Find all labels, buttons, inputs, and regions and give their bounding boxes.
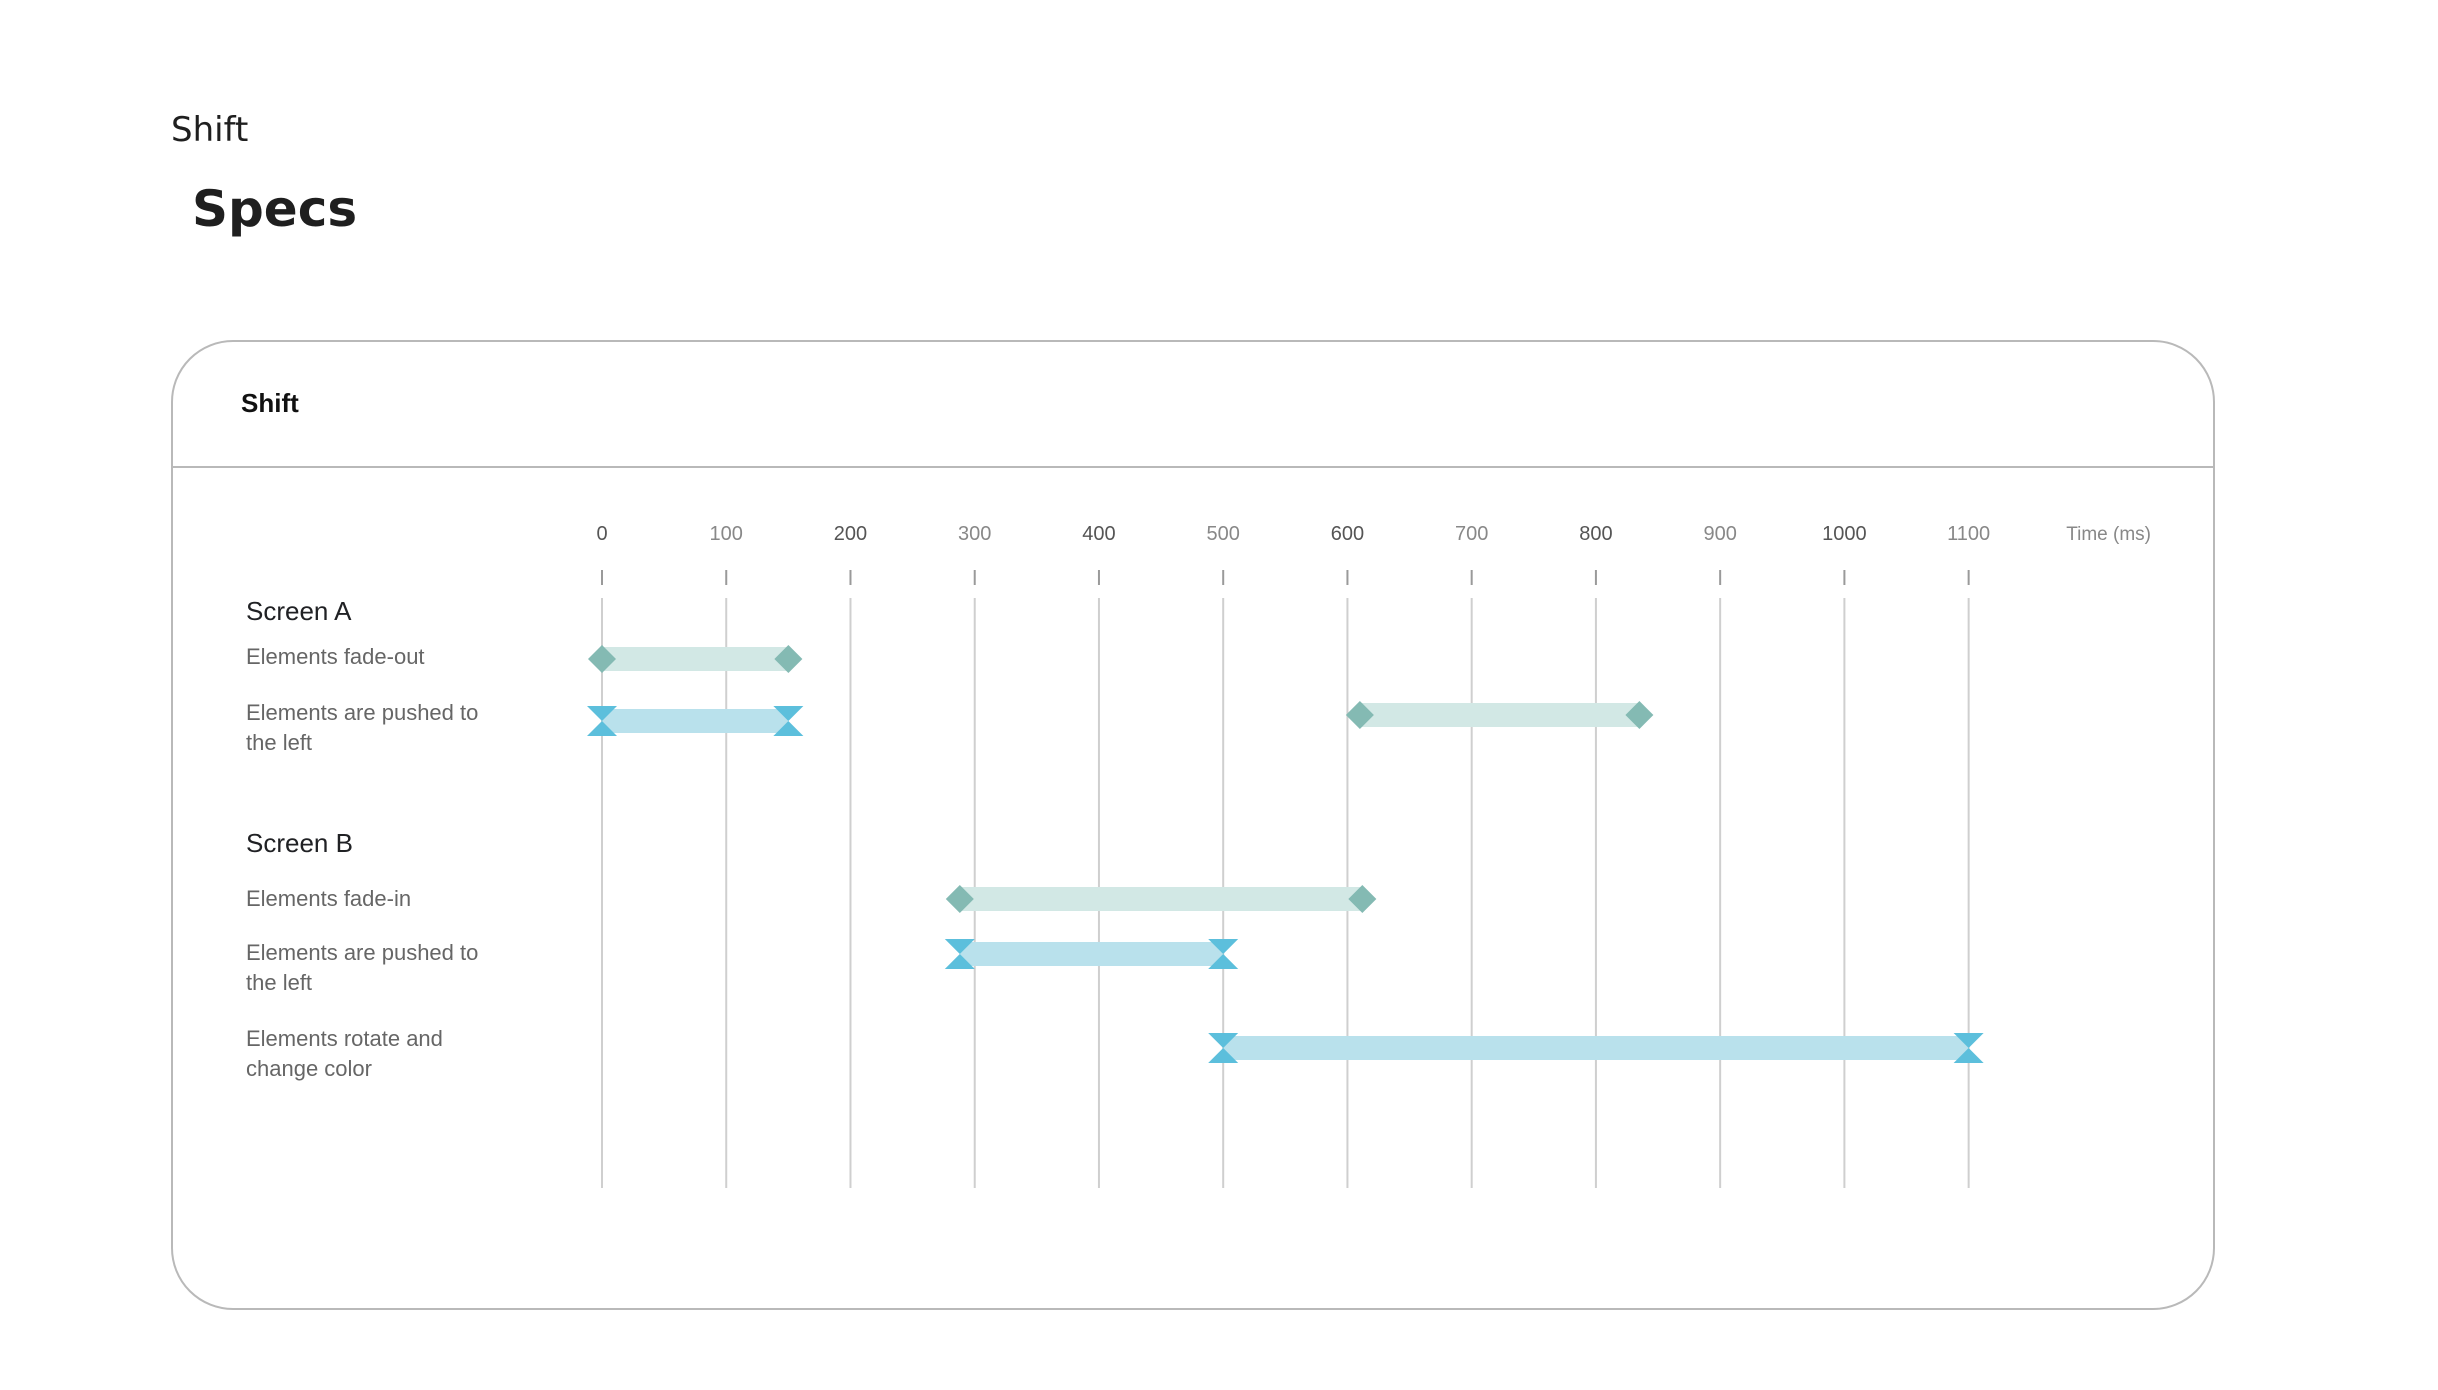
tick-label: 1000	[1822, 523, 1867, 545]
move-keyframe-marker	[587, 706, 617, 721]
move-bar	[959, 942, 1224, 966]
tick-label: 500	[1207, 523, 1240, 545]
move-keyframe-marker	[944, 954, 975, 969]
fade-keyframe-marker	[1625, 701, 1654, 729]
fade-bar	[602, 647, 789, 671]
spec-card	[171, 340, 2215, 1310]
tick-label: 900	[1703, 523, 1736, 545]
group-label: Screen A	[246, 596, 352, 626]
row-label: the left	[246, 730, 312, 755]
row-label: the left	[246, 970, 312, 995]
tick-label: 1100	[1947, 523, 1990, 545]
move-bar	[1223, 1036, 1969, 1060]
page-title: Specs	[192, 180, 358, 238]
row-label: Elements fade-out	[246, 644, 425, 669]
tick-label: 400	[1082, 523, 1115, 545]
move-keyframe-marker	[1953, 1033, 1984, 1048]
row-label: Elements rotate and	[246, 1026, 443, 1051]
row-label: Elements fade-in	[246, 886, 411, 911]
tick-label: 300	[958, 523, 991, 545]
group-label: Screen B	[246, 828, 353, 858]
tick-label: 700	[1455, 523, 1488, 545]
fade-keyframe-marker	[1348, 885, 1377, 913]
x-unit-label: Time (ms)	[2066, 524, 2151, 545]
row-label: change color	[246, 1056, 372, 1081]
fade-keyframe-marker	[774, 645, 803, 673]
move-keyframe-marker	[773, 721, 804, 736]
tick-label: 800	[1579, 523, 1612, 545]
fade-keyframe-marker	[1345, 701, 1374, 729]
fade-bar	[959, 887, 1363, 911]
fade-keyframe-marker	[588, 645, 616, 673]
move-keyframe-marker	[1208, 954, 1239, 969]
card-title: Shift	[241, 388, 299, 418]
fade-bar	[1359, 703, 1640, 727]
tick-label: 0	[596, 523, 607, 545]
move-keyframe-marker	[1208, 1033, 1239, 1048]
move-keyframe-marker	[587, 721, 617, 736]
breadcrumb: Shift	[171, 110, 249, 150]
row-label: Elements are pushed to	[246, 700, 478, 725]
tick-label: 100	[710, 523, 743, 545]
move-keyframe-marker	[773, 706, 804, 721]
move-keyframe-marker	[1208, 1048, 1239, 1063]
tick-label: 200	[834, 523, 867, 545]
tick-label: 600	[1331, 523, 1364, 545]
row-label: Elements are pushed to	[246, 940, 478, 965]
move-keyframe-marker	[1208, 939, 1239, 954]
move-keyframe-marker	[1953, 1048, 1984, 1063]
move-keyframe-marker	[944, 939, 975, 954]
move-bar	[602, 709, 789, 733]
card-divider	[171, 466, 2215, 468]
fade-keyframe-marker	[945, 885, 974, 913]
